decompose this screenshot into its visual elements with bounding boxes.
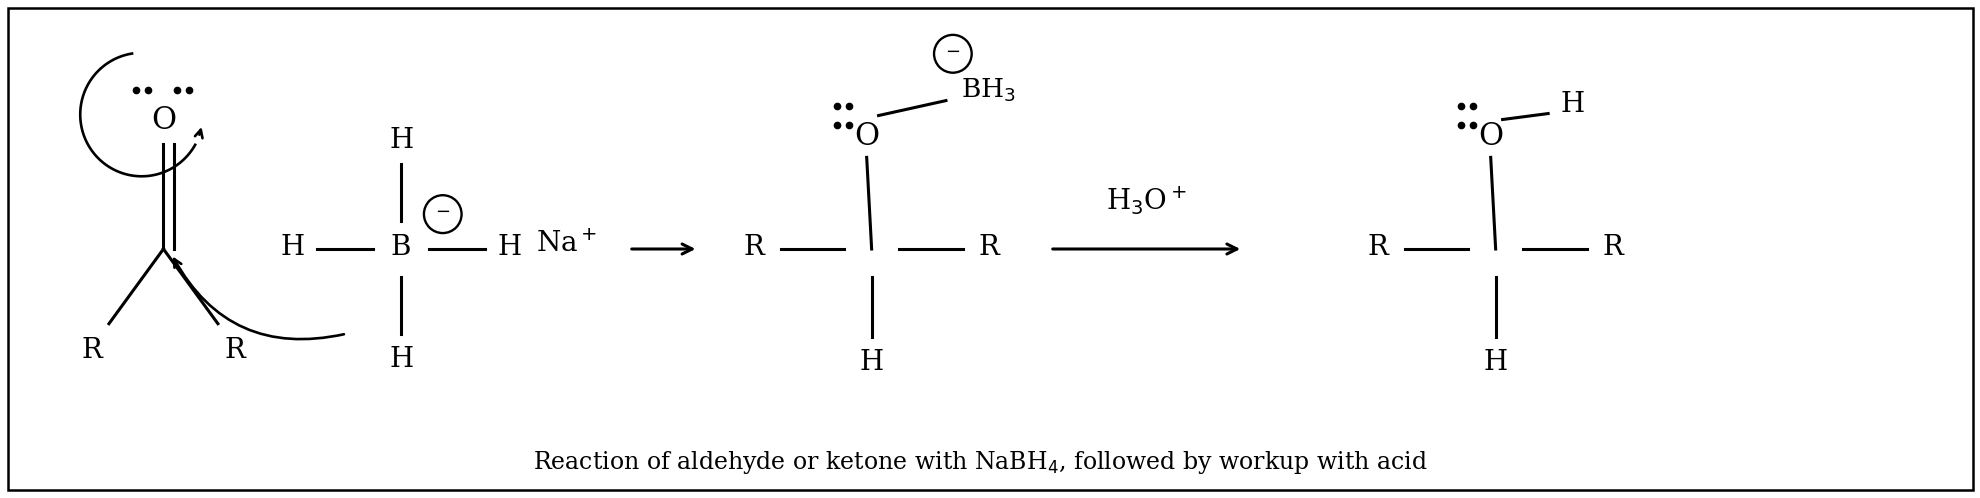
Text: R: R [978,234,1000,260]
Text: R: R [1366,234,1388,260]
Text: H: H [497,234,521,260]
Text: Reaction of aldehyde or ketone with NaBH$_4$, followed by workup with acid: Reaction of aldehyde or ketone with NaBH… [533,449,1428,476]
Text: R: R [81,337,103,364]
Text: BH$_3$: BH$_3$ [960,77,1016,105]
Text: H: H [859,349,883,375]
Text: −: − [944,43,960,61]
Text: H: H [281,234,305,260]
Text: O: O [150,106,176,136]
Text: R: R [1602,234,1624,260]
Text: H: H [388,127,414,154]
Text: R: R [224,337,246,364]
Text: R: R [742,234,764,260]
Text: Na$^+$: Na$^+$ [537,230,596,258]
Text: O: O [1477,122,1503,152]
Text: B: B [390,234,412,260]
Text: H: H [1560,91,1584,118]
Text: −: − [436,203,449,221]
Text: H: H [1483,349,1507,375]
Text: H: H [388,346,414,373]
Text: O: O [853,122,879,152]
Text: H$_3$O$^+$: H$_3$O$^+$ [1105,185,1186,217]
